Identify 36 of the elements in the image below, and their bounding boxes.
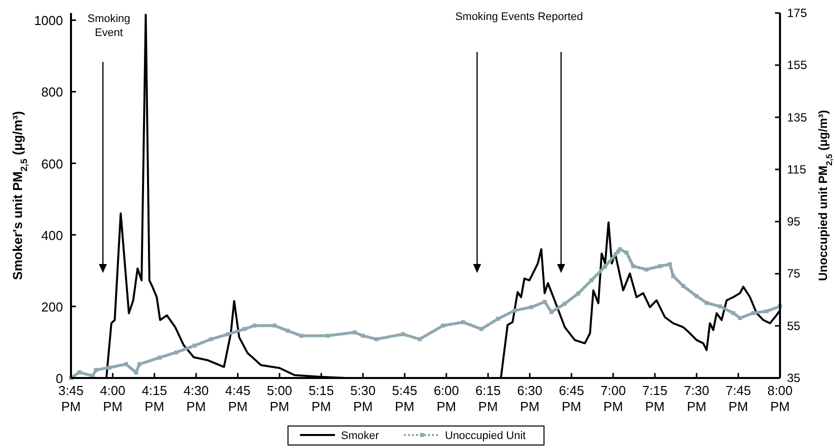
annotation: Smoking Events Reported (455, 11, 583, 23)
x-tick-label: 7:30 PM (684, 383, 710, 414)
x-tick-label: 7:45 PM (726, 383, 751, 414)
x-tick-label: 7:00 PM (600, 383, 626, 414)
y2-tick-label: 175 (787, 6, 808, 20)
x-tick-label: 5:45 PM (392, 383, 418, 414)
legend-label: Smoker (341, 430, 380, 442)
x-tick-label: 6:30 PM (517, 383, 542, 414)
y2-tick-label: 135 (787, 110, 808, 124)
y-tick-label: 400 (41, 228, 63, 243)
x-tick-label: 4:30 PM (183, 383, 209, 414)
y-tick-label: 200 (41, 299, 63, 314)
x-tick-label: 5:30 PM (350, 383, 376, 414)
y2-tick-label: 155 (787, 58, 808, 72)
y-tick-label: 600 (41, 156, 63, 172)
y2-tick-label: 55 (787, 318, 801, 333)
x-tick-label: 6:00 PM (434, 383, 460, 414)
x-tick-label: 4:15 PM (142, 383, 168, 414)
x-tick-label: 7:15 PM (642, 383, 668, 414)
x-tick-label: 4:00 PM (100, 383, 126, 414)
y2-tick-label: 115 (787, 162, 806, 176)
legend-label: Unoccupied Unit (445, 430, 526, 442)
y2-tick-label: 95 (787, 214, 801, 229)
y2-tick-label: 35 (787, 371, 801, 385)
x-tick-label: 8:00 PM (767, 383, 793, 414)
x-tick-label: 6:45 PM (558, 383, 584, 414)
y2-tick-label: 75 (787, 266, 801, 281)
x-tick-label: 3:45 PM (58, 383, 84, 414)
x-tick-label: 6:15 PM (475, 383, 501, 414)
x-tick-label: 5:00 PM (266, 383, 292, 414)
x-tick-label: 5:15 PM (308, 383, 334, 414)
annotation: Smoking Event (88, 13, 130, 39)
y-tick-label: 800 (41, 84, 63, 100)
y-tick-label: 1000 (34, 13, 63, 28)
y-tick-label: 0 (56, 371, 63, 386)
x-tick-label: 4:45 PM (225, 383, 250, 414)
